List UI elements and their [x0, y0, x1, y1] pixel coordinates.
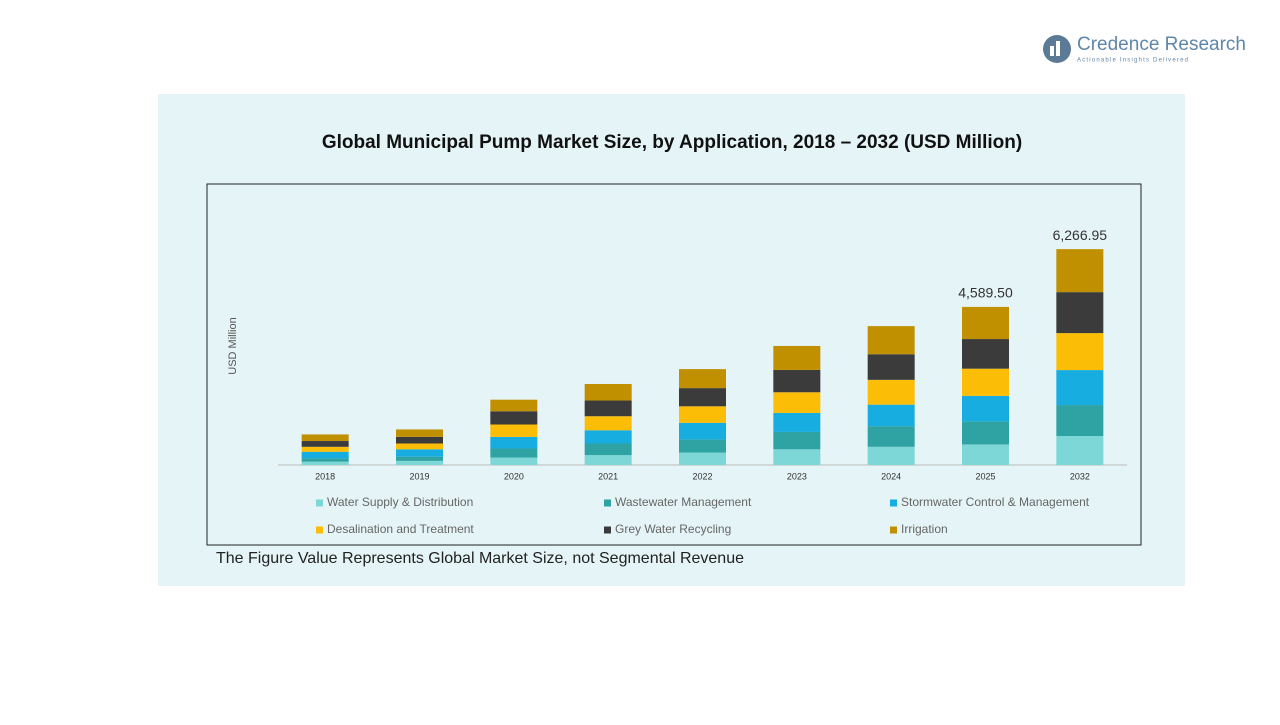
bar-segment: [584, 400, 632, 417]
bar-segment: [867, 326, 915, 355]
bar-segment: [1056, 405, 1104, 437]
bar-segment: [867, 379, 915, 405]
bar-segment: [867, 426, 915, 447]
bar-segment: [301, 446, 349, 452]
bar-segment: [962, 395, 1009, 422]
bar-segment: [396, 456, 443, 461]
bar-segment: [396, 429, 443, 437]
bar-segment: [490, 411, 538, 425]
bar-segment: [584, 416, 632, 431]
bar-segment: [396, 449, 443, 457]
brand-name: Credence Research: [1077, 34, 1246, 55]
bar-segment: [301, 451, 349, 459]
legend-swatch: [890, 526, 897, 534]
bar-segment: [396, 460, 443, 465]
bar-segment: [773, 412, 821, 432]
total-label: 4,589.50: [958, 285, 1013, 301]
bar-segment: [1056, 370, 1104, 406]
bar-segment: [1056, 436, 1104, 465]
bar-segment: [962, 368, 1009, 396]
bar-segment: [301, 461, 349, 465]
bar-segment: [679, 369, 726, 389]
bar-segment: [962, 306, 1009, 340]
bar-segment: [679, 406, 726, 423]
bar-segment: [1056, 333, 1104, 371]
bar-segment: [773, 392, 821, 413]
x-tick-label: 2022: [692, 471, 712, 481]
bar-segment: [962, 339, 1009, 369]
bar-segment: [301, 434, 349, 442]
chart-title: Global Municipal Pump Market Size, by Ap…: [322, 132, 1022, 153]
x-tick-label: 2032: [1070, 471, 1090, 481]
panel: [158, 94, 1185, 586]
bar-segment: [584, 455, 632, 465]
x-tick-label: 2023: [787, 471, 807, 481]
legend-swatch: [890, 499, 897, 507]
brand-tagline: Actionable Insights Delivered: [1077, 58, 1189, 64]
y-axis-label: USD Million: [227, 317, 239, 374]
bar-segment: [301, 458, 349, 462]
bar-segment: [490, 448, 538, 458]
bar-segment: [962, 421, 1009, 445]
bar-segment: [584, 383, 632, 401]
legend-label: Wastewater Management: [615, 495, 752, 509]
bar-segment: [584, 430, 632, 444]
x-tick-label: 2024: [881, 471, 901, 481]
legend-swatch: [316, 499, 323, 507]
legend-swatch: [604, 499, 611, 507]
legend-label: Desalination and Treatment: [327, 522, 474, 536]
bar-segment: [490, 424, 538, 437]
bar-segment: [867, 354, 915, 380]
footnote: The Figure Value Represents Global Marke…: [216, 550, 744, 567]
bar-segment: [490, 457, 538, 465]
bar-segment: [773, 449, 821, 465]
bar-segment: [490, 399, 538, 412]
bar-segment: [679, 388, 726, 407]
bar-segment: [773, 369, 821, 393]
legend-swatch: [604, 526, 611, 534]
total-label: 6,266.95: [1053, 227, 1108, 243]
bar-segment: [679, 422, 726, 440]
bar-segment: [396, 443, 443, 450]
bar-segment: [301, 441, 349, 447]
bar-segment: [867, 404, 915, 427]
legend-label: Grey Water Recycling: [615, 522, 731, 536]
chart-frame: [206, 183, 1142, 546]
bar-segment: [773, 345, 821, 370]
x-tick-label: 2021: [598, 471, 618, 481]
bar-segment: [1056, 292, 1104, 334]
x-tick-label: 2019: [409, 471, 429, 481]
legend-label: Stormwater Control & Management: [901, 495, 1090, 509]
legend-swatch: [316, 526, 323, 534]
bar-segment: [867, 446, 915, 465]
legend-label: Water Supply & Distribution: [327, 495, 473, 509]
logo: Credence Research Actionable Insights De…: [1043, 34, 1246, 64]
bar-segment: [773, 431, 821, 450]
bar-segment: [679, 439, 726, 453]
x-tick-label: 2020: [504, 471, 524, 481]
bar-segment: [1056, 249, 1104, 293]
bar-segment: [962, 444, 1009, 465]
bar-segment: [679, 452, 726, 465]
bar-segment: [490, 436, 538, 449]
bar-segment: [584, 443, 632, 456]
x-tick-label: 2025: [975, 471, 995, 481]
x-tick-label: 2018: [315, 471, 335, 481]
legend-label: Irrigation: [901, 522, 948, 536]
bar-segment: [396, 436, 443, 444]
